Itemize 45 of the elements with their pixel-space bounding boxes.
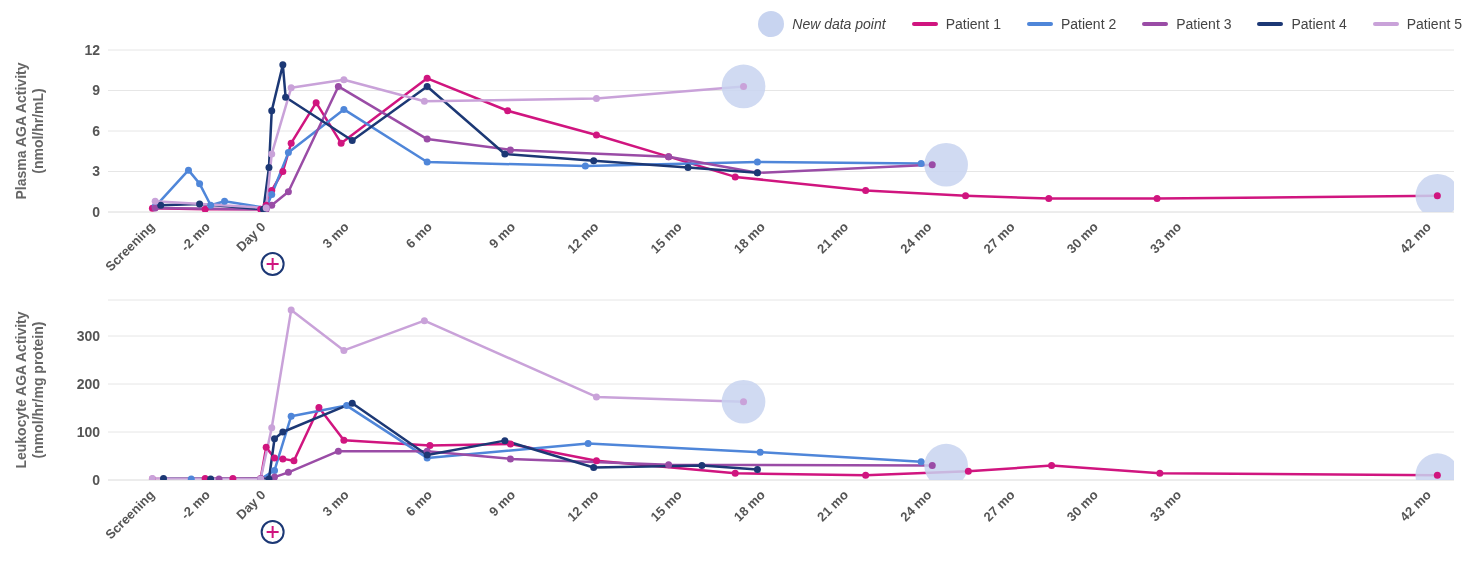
x-tick-label: 21 mo: [814, 219, 852, 257]
y-tick-label: 12: [84, 41, 101, 58]
x-tick-label: 3 mo: [319, 487, 352, 520]
x-tick-label: 42 mo: [1396, 487, 1435, 525]
x-tick-label: 30 mo: [1063, 487, 1102, 525]
x-tick-label: 24 mo: [897, 487, 935, 525]
legend-label: New data point: [792, 16, 886, 32]
y-tick-label: 0: [92, 471, 101, 488]
y-axis-title: Leukocyte AGA Activity (nmol/hr/mg protein): [13, 311, 46, 469]
y-axis-title: Plasma AGA Activity (nmol/hr/mL): [13, 62, 46, 200]
x-tick-label: 18 mo: [730, 487, 768, 525]
legend-label: Patient 4: [1291, 16, 1347, 32]
x-tick-label: 9 mo: [486, 487, 519, 520]
legend-label: Patient 5: [1406, 16, 1462, 32]
x-tick-label: 21 mo: [814, 487, 852, 525]
x-tick-label: Day 0: [233, 487, 269, 523]
x-tick-label: 33 mo: [1147, 219, 1185, 257]
y-tick-label: 0: [92, 203, 101, 220]
x-tick-label: 33 mo: [1147, 487, 1185, 525]
x-tick-label: 15 mo: [647, 487, 685, 525]
x-tick-label: 27 mo: [980, 219, 1018, 257]
x-tick-label: 30 mo: [1063, 219, 1102, 257]
x-tick-label: 27 mo: [980, 487, 1018, 525]
legend-label: Patient 1: [945, 16, 1001, 32]
x-tick-label: 9 mo: [486, 219, 519, 252]
y-tick-label: 3: [92, 163, 101, 180]
x-tick-label: 3 mo: [319, 219, 352, 252]
x-tick-label: Day 0: [233, 219, 269, 255]
x-tick-label: -2 mo: [177, 219, 213, 255]
x-tick-label: 12 mo: [564, 219, 602, 257]
y-tick-label: 6: [92, 122, 101, 139]
y-tick-label: 9: [92, 82, 101, 99]
x-tick-label: 6 mo: [402, 219, 435, 252]
x-tick-label: 6 mo: [402, 487, 435, 520]
x-tick-label: 24 mo: [897, 219, 935, 257]
y-tick-label: 300: [76, 327, 101, 344]
legend-label: Patient 3: [1176, 16, 1232, 32]
x-tick-label: 15 mo: [647, 219, 685, 257]
y-tick-label: 200: [76, 375, 101, 392]
y-tick-label: 100: [76, 423, 101, 440]
x-tick-label: -2 mo: [177, 487, 213, 523]
x-tick-label: 12 mo: [564, 487, 602, 525]
x-tick-label: 18 mo: [730, 219, 768, 257]
x-tick-label: 42 mo: [1396, 219, 1435, 257]
legend-label: Patient 2: [1060, 16, 1117, 32]
